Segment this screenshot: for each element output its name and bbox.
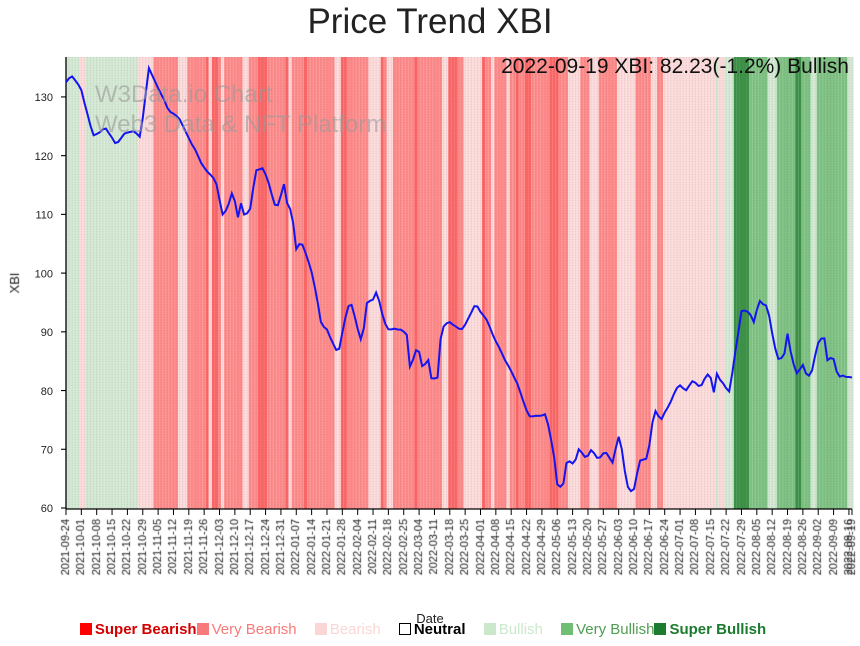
svg-text:130: 130: [35, 92, 53, 104]
svg-text:90: 90: [41, 327, 53, 339]
svg-text:60: 60: [41, 503, 53, 515]
svg-text:100: 100: [35, 268, 53, 280]
svg-text:70: 70: [41, 444, 53, 456]
svg-text:80: 80: [41, 386, 53, 398]
svg-text:120: 120: [35, 151, 53, 163]
svg-text:110: 110: [35, 210, 53, 222]
